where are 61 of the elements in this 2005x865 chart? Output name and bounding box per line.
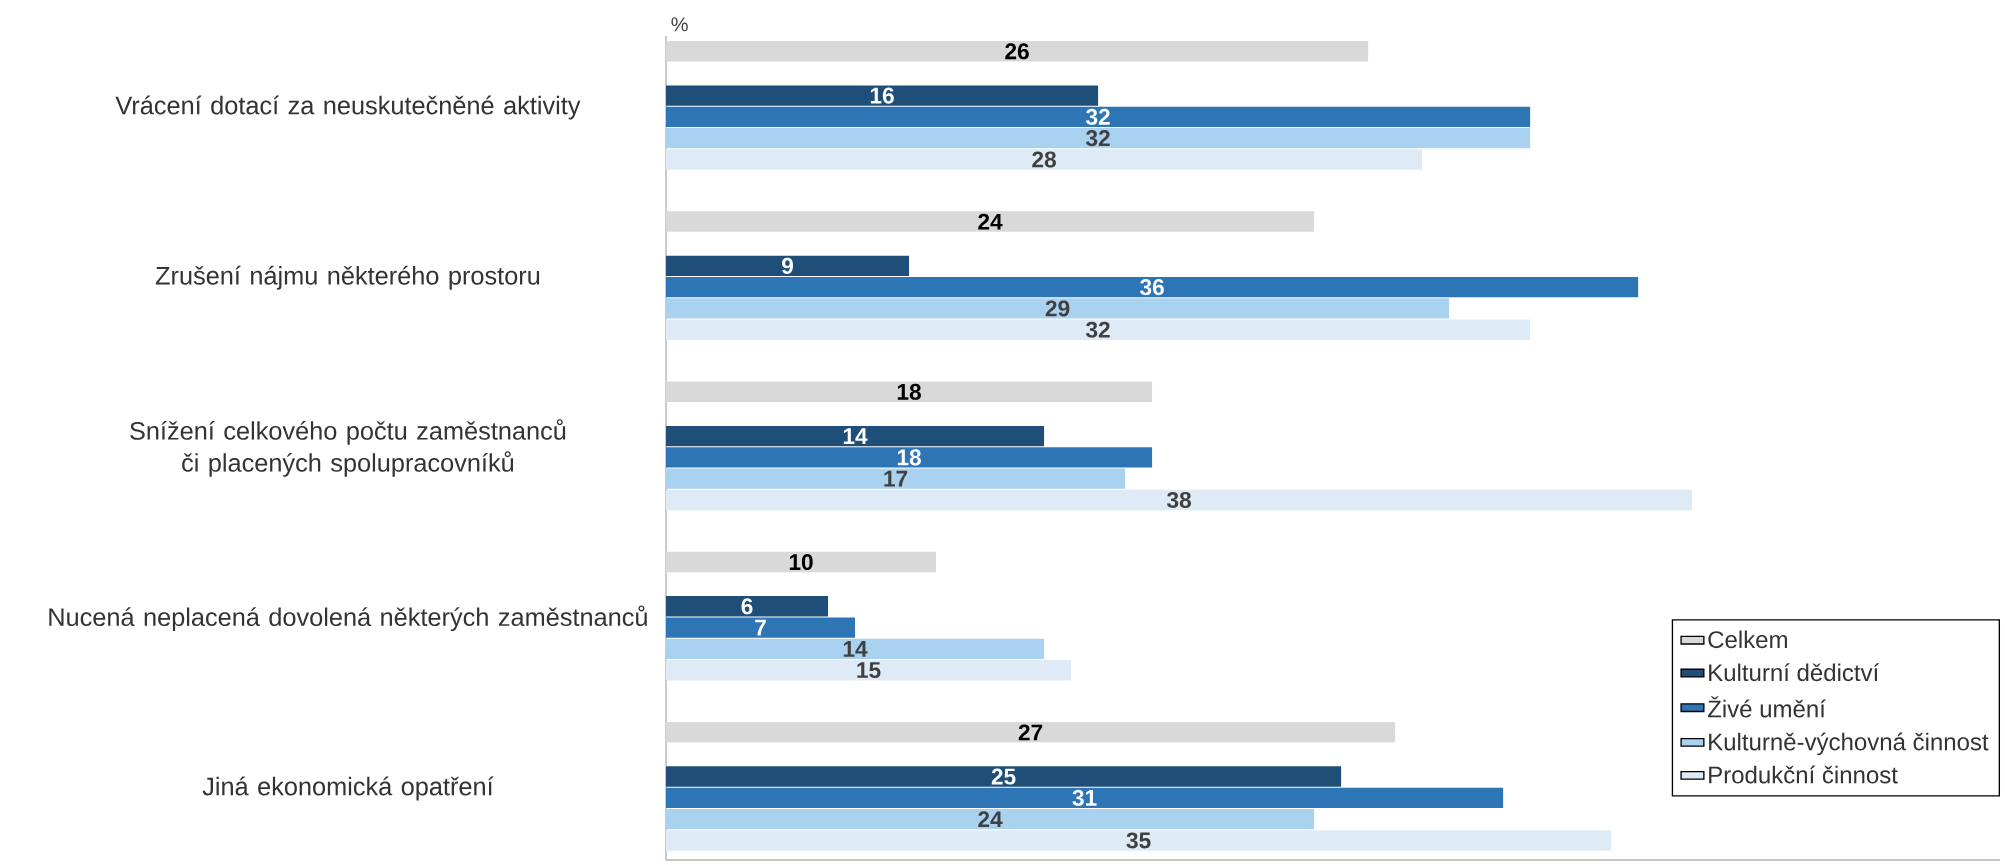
bar bbox=[666, 276, 1639, 298]
legend-label: Celkem bbox=[1708, 630, 1787, 649]
legend-label: Živé umění bbox=[1707, 696, 1826, 718]
data-label: 6 bbox=[741, 598, 753, 615]
x-axis-title: % bbox=[671, 17, 688, 32]
data-label: 36 bbox=[1140, 279, 1164, 296]
bar bbox=[666, 425, 1045, 447]
data-label: 18 bbox=[897, 449, 921, 466]
data-label: 25 bbox=[991, 768, 1016, 785]
bar bbox=[666, 722, 1396, 743]
data-label: 24 bbox=[978, 213, 1003, 230]
bar bbox=[666, 127, 1531, 149]
bar bbox=[666, 255, 910, 277]
y-tick-label: Snížení celkového počtu zaměstnanců či placených spolupracovníků bbox=[130, 419, 566, 477]
bar bbox=[666, 551, 937, 573]
data-label: 18 bbox=[897, 383, 921, 400]
bar bbox=[666, 106, 1531, 128]
bar bbox=[666, 381, 1153, 403]
data-label: 26 bbox=[1005, 43, 1029, 60]
data-label: 31 bbox=[1072, 789, 1097, 806]
bar bbox=[666, 85, 1099, 106]
data-label: 9 bbox=[782, 257, 793, 274]
data-label: 32 bbox=[1085, 130, 1110, 147]
bar bbox=[666, 468, 1126, 489]
bar bbox=[666, 447, 1153, 468]
bar bbox=[666, 808, 1315, 830]
bar bbox=[666, 659, 1072, 681]
data-label: 38 bbox=[1167, 491, 1191, 508]
legend-label: Kulturní dědictví bbox=[1709, 663, 1880, 682]
bar bbox=[666, 617, 856, 638]
data-label: 35 bbox=[1126, 832, 1151, 849]
y-tick-label: Zrušení nájmu některého prostoru bbox=[155, 265, 540, 290]
bar bbox=[666, 211, 1315, 232]
data-label: 32 bbox=[1085, 108, 1110, 125]
data-label: 24 bbox=[978, 811, 1003, 828]
data-label: 15 bbox=[857, 662, 881, 679]
data-label: 10 bbox=[789, 554, 813, 571]
bar bbox=[666, 149, 1423, 170]
bar bbox=[666, 596, 829, 617]
legend-label: Kulturně-výchovná činnost bbox=[1709, 732, 1989, 756]
y-tick-label: Jiná ekonomická opatření bbox=[202, 776, 494, 801]
data-label: 17 bbox=[884, 470, 908, 487]
bar bbox=[666, 830, 1612, 851]
bar bbox=[666, 638, 1045, 660]
data-label: 14 bbox=[843, 641, 868, 657]
data-label: 7 bbox=[755, 619, 766, 636]
bar bbox=[666, 489, 1693, 511]
data-label: 14 bbox=[843, 428, 868, 444]
data-label: 27 bbox=[1018, 724, 1043, 741]
data-label: 32 bbox=[1085, 321, 1110, 338]
bar bbox=[666, 766, 1342, 787]
y-tick-label: Vrácení dotací za neuskutečněné aktivity bbox=[115, 95, 581, 120]
bar bbox=[666, 787, 1504, 809]
bar bbox=[666, 298, 1450, 319]
data-label: 16 bbox=[870, 87, 894, 104]
y-tick-label: Nucená neplacená dovolená některých zaměstnanců bbox=[49, 605, 647, 632]
bar bbox=[666, 41, 1369, 62]
legend-label: Produkční činnost bbox=[1709, 765, 1898, 784]
data-label: 29 bbox=[1045, 300, 1070, 317]
bar bbox=[666, 319, 1531, 340]
data-label: 28 bbox=[1032, 151, 1056, 168]
